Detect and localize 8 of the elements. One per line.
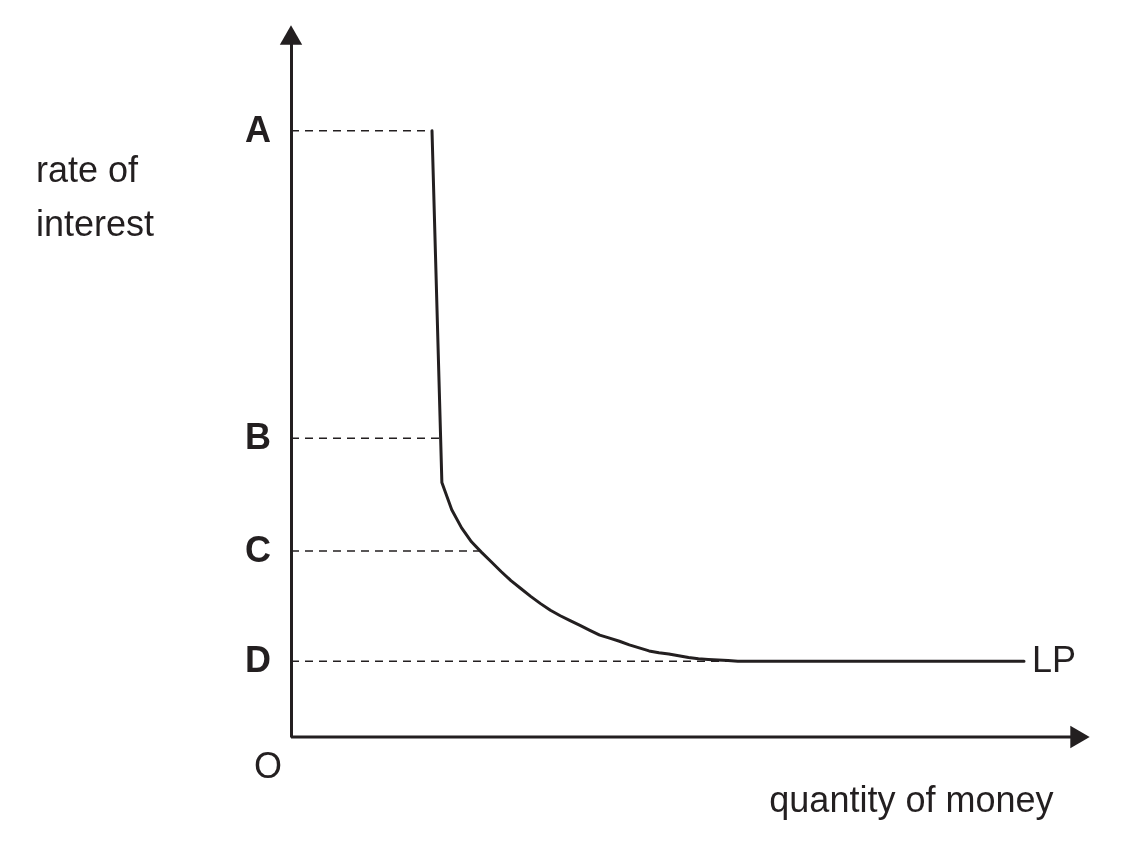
text: O — [253, 745, 283, 786]
ref-line-label: B — [245, 416, 271, 458]
ref-line-label: C — [245, 528, 271, 570]
text: rate of interest — [36, 149, 155, 244]
x-axis-title: quantity of money — [769, 778, 1054, 820]
ref-line-label: D — [245, 639, 271, 681]
ref-line-label: A — [245, 108, 271, 150]
series-label: LP — [1032, 639, 1077, 681]
